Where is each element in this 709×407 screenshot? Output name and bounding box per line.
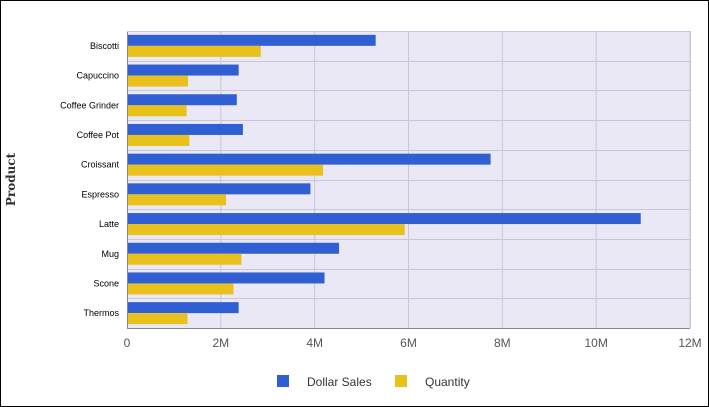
bar-dollar-sales-espresso[interactable] xyxy=(127,183,311,195)
grid-lines xyxy=(127,31,691,328)
y-axis-title: Product xyxy=(4,152,18,206)
category-label: Scone xyxy=(93,278,119,288)
x-tick-label: 4M xyxy=(306,336,323,350)
bar-quantity-coffee-pot[interactable] xyxy=(127,134,190,146)
bar-dollar-sales-coffee-grinder[interactable] xyxy=(127,94,237,106)
legend-label[interactable]: Quantity xyxy=(425,375,470,389)
category-label: Capuccino xyxy=(76,71,119,81)
category-label: Mug xyxy=(101,249,119,259)
category-labels: Biscotti Capuccino Coffee Grinder Coffee Po… xyxy=(60,41,119,318)
x-tick-label: 0 xyxy=(124,336,131,350)
bar-quantity-coffee-grinder[interactable] xyxy=(127,105,187,117)
bars xyxy=(127,34,641,325)
bar-dollar-sales-scone[interactable] xyxy=(127,272,325,284)
legend-label[interactable]: Dollar Sales xyxy=(307,375,372,389)
x-tick-label: 12M xyxy=(678,336,701,350)
category-label: Coffee Grinder xyxy=(60,100,119,110)
bar-dollar-sales-croissant[interactable] xyxy=(127,153,491,165)
bar-quantity-latte[interactable] xyxy=(127,224,405,236)
bar-quantity-capuccino[interactable] xyxy=(127,75,188,87)
bar-quantity-scone[interactable] xyxy=(127,283,234,295)
x-tick-label: 6M xyxy=(400,336,417,350)
category-label: Latte xyxy=(99,219,119,229)
bar-dollar-sales-biscotti[interactable] xyxy=(127,34,376,46)
bar-quantity-espresso[interactable] xyxy=(127,194,226,206)
bar-quantity-mug[interactable] xyxy=(127,253,242,265)
category-label: Croissant xyxy=(81,160,120,170)
x-tick-label: 2M xyxy=(212,336,229,350)
legend: Dollar Sales Quantity xyxy=(277,375,470,389)
bar-dollar-sales-mug[interactable] xyxy=(127,242,340,254)
legend-swatch xyxy=(277,375,289,387)
bar-quantity-thermos[interactable] xyxy=(127,313,188,325)
bar-dollar-sales-latte[interactable] xyxy=(127,213,641,225)
category-label: Coffee Pot xyxy=(77,130,120,140)
x-tick-label: 8M xyxy=(494,336,511,350)
axes xyxy=(127,31,691,329)
category-label: Thermos xyxy=(83,308,119,318)
category-label: Espresso xyxy=(81,189,119,199)
bar-dollar-sales-thermos[interactable] xyxy=(127,302,239,314)
x-tick-label: 10M xyxy=(584,336,607,350)
legend-swatch xyxy=(395,375,407,387)
bar-quantity-biscotti[interactable] xyxy=(127,45,261,57)
bar-dollar-sales-coffee-pot[interactable] xyxy=(127,123,243,135)
bar-quantity-croissant[interactable] xyxy=(127,164,324,176)
x-tick-labels: 0 2M 4M 6M 8M 10M 12M xyxy=(124,336,702,350)
bar-dollar-sales-capuccino[interactable] xyxy=(127,64,239,76)
category-label: Biscotti xyxy=(90,41,119,51)
